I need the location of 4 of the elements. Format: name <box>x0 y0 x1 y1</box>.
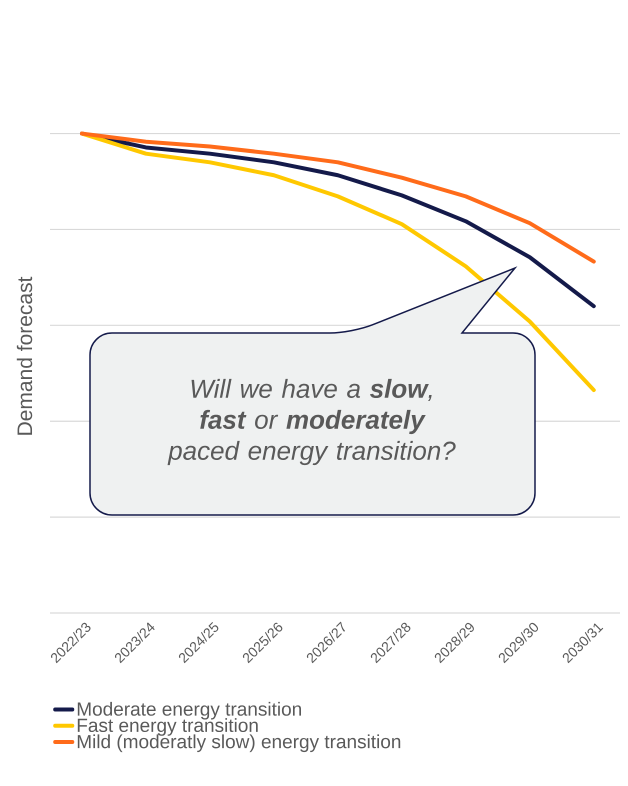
y-axis-title: Demand forecast <box>16 276 32 435</box>
legend-label: Fast energy transition <box>78 718 258 736</box>
text: Will we have a slow, fast or moderately paced energy transition? <box>168 378 456 466</box>
legend-label: Mild (moderatly slow) energy transition <box>78 734 400 752</box>
